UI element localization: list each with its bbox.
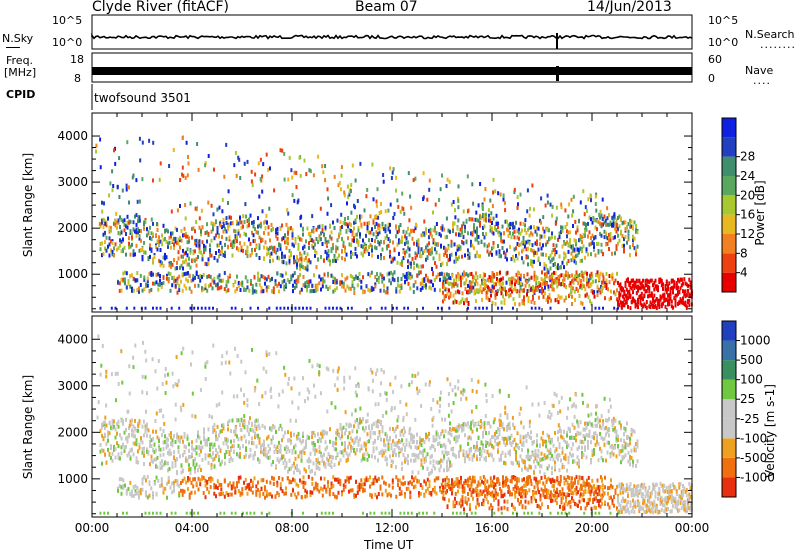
velocity-colorbar-segment — [722, 360, 736, 380]
velocity-colorbar-label: -500 — [740, 451, 767, 465]
sky-top-tick-right: 10^5 — [708, 14, 739, 27]
velocity-colorbar-segment — [722, 438, 736, 458]
power-colorbar-label: 28 — [740, 150, 755, 164]
xtick-label: 12:00 — [375, 521, 410, 535]
date-label: 14/Jun/2013 — [587, 0, 672, 15]
power-colorbar-segment — [722, 272, 736, 292]
velocity-colorbar-label: -25 — [740, 412, 760, 426]
station-title: Clyde River (fitACF) — [92, 0, 230, 15]
xtick-label: 08:00 — [275, 521, 310, 535]
beam-label: Beam 07 — [355, 0, 418, 15]
power-ytick-label: 3000 — [57, 175, 88, 189]
freq-label: Freq. — [6, 54, 34, 67]
freq-bottom-tick: 8 — [74, 72, 81, 85]
power-colorbar-label: 12 — [740, 227, 755, 241]
sky-bottom-tick: 10^0 — [52, 36, 83, 49]
power-heatmap-cells — [95, 135, 693, 311]
velocity-colorbar-label: 100 — [740, 373, 763, 387]
velocity-colorbar-segment — [722, 418, 736, 439]
sky-bottom-tick-right: 10^0 — [708, 36, 739, 49]
freq-unit: [MHz] — [4, 66, 37, 79]
xtick-label: 20:00 — [575, 521, 610, 535]
freq-series-band — [92, 67, 692, 75]
velocity-colorbar-segment — [722, 321, 736, 341]
power-colorbar-segment — [722, 156, 736, 176]
power-colorbar-segment — [722, 118, 736, 138]
nsky-series-line — [91, 33, 693, 40]
nave-label: Nave — [745, 64, 774, 77]
velocity-colorbar-segment — [722, 457, 736, 478]
xtick-label: 16:00 — [475, 521, 510, 535]
x-axis-label: Time UT — [364, 538, 414, 552]
nsearch-legend: ........ — [760, 38, 796, 51]
xtick-label: 04:00 — [175, 521, 210, 535]
velocity-ytick-label: 4000 — [57, 332, 88, 346]
power-colorbar-label: 4 — [740, 266, 748, 280]
nsearch-label: N.Search — [745, 28, 795, 41]
velocity-colorbar-segment — [722, 379, 736, 400]
nave-bottom-tick: 0 — [708, 72, 715, 85]
sky-panel-frame — [91, 14, 693, 50]
velocity-ytick-label: 2000 — [57, 425, 88, 439]
cpid-value: twofsound 3501 — [94, 91, 191, 105]
power-colorbar-segment — [722, 195, 736, 215]
power-colorbar-segment — [722, 176, 736, 196]
velocity-ytick-label: 1000 — [57, 472, 88, 486]
power-ytick-label: 2000 — [57, 221, 88, 235]
velocity-colorbar-label: -1000 — [740, 470, 775, 484]
power-colorbar-label: 24 — [740, 169, 755, 183]
xtick-label: 00:00 — [75, 521, 110, 535]
velocity-ytick-label: 3000 — [57, 379, 88, 393]
power-colorbar-label: 20 — [740, 188, 755, 202]
power-colorbar-label: 8 — [740, 246, 748, 260]
velocity-colorbar-segment — [722, 340, 736, 361]
nave-legend: .... — [753, 74, 771, 87]
nave-top-tick: 60 — [708, 53, 722, 66]
velocity-colorbar-label: 25 — [740, 392, 755, 406]
velocity-colorbar-segment — [722, 477, 736, 497]
cpid-label: CPID — [6, 88, 36, 101]
power-ytick-label: 1000 — [57, 267, 88, 281]
freq-gap-marker — [556, 66, 559, 81]
power-colorbar-segment — [722, 214, 736, 234]
velocity-colorbar-frame — [721, 320, 737, 498]
sky-top-tick: 10^5 — [52, 14, 83, 27]
power-colorbar-frame — [721, 117, 737, 293]
power-colorbar-segment — [722, 234, 736, 254]
nsky-legend-line — [6, 47, 20, 48]
velocity-colorbar-label: 500 — [740, 353, 763, 367]
power-ytick-label: 4000 — [57, 129, 88, 143]
velocity-colorbar-segment — [722, 399, 736, 419]
xtick-label: 00:00 — [675, 521, 710, 535]
velocity-colorbar-label: -100 — [740, 431, 767, 445]
power-colorbar-segment — [722, 137, 736, 157]
power-colorbar-segment — [722, 253, 736, 273]
velocity-colorbar-label: 1000 — [740, 334, 771, 348]
power-colorbar-label: 16 — [740, 208, 755, 222]
nsky-label: N.Sky — [2, 32, 34, 45]
freq-top-tick: 18 — [70, 53, 84, 66]
